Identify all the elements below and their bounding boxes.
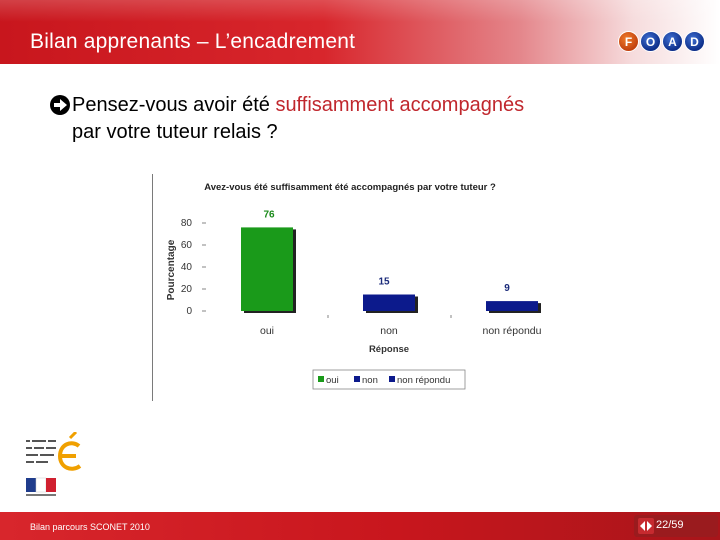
question-highlight: suffisamment accompagnés xyxy=(275,94,525,116)
legend-label: non xyxy=(362,375,378,386)
y-tick-label: 0 xyxy=(186,306,192,317)
bar-non xyxy=(363,294,415,311)
bar-oui xyxy=(241,227,293,311)
chart-bars: 76 15 9 xyxy=(241,209,541,313)
x-tick-label: non répondu xyxy=(483,325,542,337)
chart-svg: Avez-vous été suffisamment été accompagn… xyxy=(152,174,542,401)
footer-source: Bilan parcours SCONET 2010 xyxy=(30,522,150,532)
chart-title: Avez-vous été suffisamment été accompagn… xyxy=(204,182,496,193)
foad-logo-letter-o: O xyxy=(640,31,661,52)
bar-data-label: 9 xyxy=(504,283,510,294)
legend-swatch xyxy=(318,376,324,382)
page-arrows-icon[interactable] xyxy=(638,518,654,534)
chart-legend: oui non non répondu xyxy=(312,369,466,390)
header-bar: Bilan apprenants – L’encadrement F O A D xyxy=(0,0,720,64)
bar-non-répondu xyxy=(486,301,538,311)
chart-x-axis-label: Réponse xyxy=(369,344,409,355)
y-tick-label: 60 xyxy=(181,240,193,251)
page-number: 22/59 xyxy=(656,519,684,531)
question-line-2: par votre tuteur relais ? xyxy=(72,121,278,143)
foad-logo-letter-d: D xyxy=(684,31,705,52)
chart-x-ticks: oui non non répondu xyxy=(260,315,542,337)
question-line-1: Pensez-vous avoir été suffisamment accom… xyxy=(72,92,524,119)
foad-logo-letter-a: A xyxy=(662,31,683,52)
slide-title: Bilan apprenants – L’encadrement xyxy=(30,30,356,53)
x-tick-label: non xyxy=(380,325,398,337)
header-shine xyxy=(0,0,720,22)
bar-data-label: 15 xyxy=(378,277,390,288)
question-prefix: Pensez-vous avoir été xyxy=(72,94,276,116)
legend-label: non répondu xyxy=(397,375,450,386)
ministere-logo xyxy=(26,432,82,496)
chart-y-axis-label: Pourcentage xyxy=(166,239,177,300)
legend-label: oui xyxy=(326,375,339,386)
footer-bar xyxy=(0,512,720,540)
y-tick-label: 80 xyxy=(181,218,193,229)
foad-logo: F O A D xyxy=(618,31,706,53)
chart-y-ticks: 0 20 40 60 80 xyxy=(181,218,206,317)
legend-swatch xyxy=(354,376,360,382)
foad-logo-letter-f: F xyxy=(618,31,639,52)
y-tick-label: 20 xyxy=(181,284,193,295)
bar-chart: Avez-vous été suffisamment été accompagn… xyxy=(152,174,557,401)
bar-data-label: 76 xyxy=(263,209,275,220)
y-tick-label: 40 xyxy=(181,262,193,273)
legend-swatch xyxy=(389,376,395,382)
arrow-right-icon xyxy=(50,95,70,115)
x-tick-label: oui xyxy=(260,325,274,337)
page-navigation[interactable]: 22/59 xyxy=(634,515,718,537)
